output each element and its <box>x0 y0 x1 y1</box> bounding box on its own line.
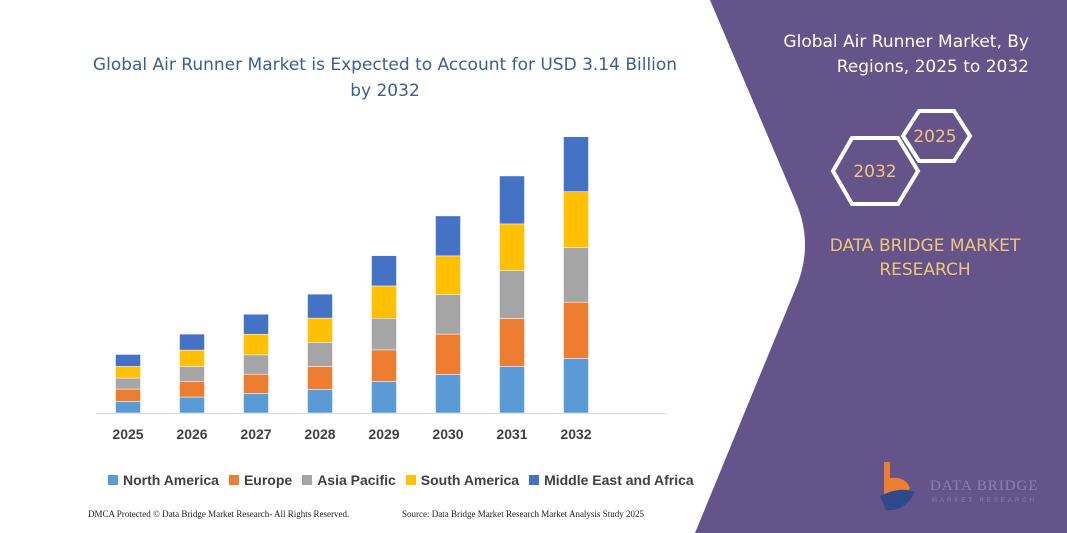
legend-item-asia-pacific: Asia Pacific <box>302 472 396 488</box>
chart-legend: North America Europe Asia Pacific South … <box>108 472 694 488</box>
x-tick-label: 2027 <box>240 426 271 442</box>
bar-segment-asia-pacific-2030 <box>435 294 461 335</box>
bar-segment-north-america-2025 <box>115 401 141 414</box>
legend-swatch <box>302 475 313 485</box>
bar-segment-north-america-2027 <box>243 393 269 414</box>
bar-segment-south-america-2029 <box>371 285 397 319</box>
legend-label: Middle East and Africa <box>544 472 694 488</box>
legend-swatch <box>228 475 239 485</box>
side-panel-background <box>695 0 1067 533</box>
legend-item-europe: Europe <box>228 472 293 488</box>
bar-segment-europe-2025 <box>115 388 141 402</box>
bar-segment-south-america-2030 <box>435 255 461 295</box>
bar-segment-middle-east-and-africa-2032 <box>563 136 589 192</box>
bar-segment-asia-pacific-2031 <box>499 270 525 319</box>
bar-segment-north-america-2028 <box>307 389 333 414</box>
bar-segment-asia-pacific-2028 <box>307 342 333 367</box>
copyright-notice: DMCA Protected © Data Bridge Market Rese… <box>88 509 350 519</box>
logo-mark-icon <box>884 462 910 499</box>
hexagon-2032: 2032 <box>830 136 921 206</box>
x-tick-label: 2031 <box>496 426 527 442</box>
source-note: Source: Data Bridge Market Research Mark… <box>402 509 644 519</box>
hex-2032-label: 2032 <box>853 162 896 182</box>
x-tick-label: 2026 <box>176 426 207 442</box>
legend-swatch <box>405 475 416 485</box>
legend-swatch <box>529 475 540 485</box>
legend-item-middle-east-africa: Middle East and Africa <box>529 472 694 488</box>
logo: DATA BRIDGE MARKET RESEARCH <box>880 462 1039 511</box>
bar-segment-middle-east-and-africa-2029 <box>371 255 397 287</box>
bar-segment-middle-east-and-africa-2026 <box>179 333 205 351</box>
legend-item-south-america: South America <box>405 472 520 488</box>
bar-segment-asia-pacific-2025 <box>115 377 141 390</box>
bar-segment-south-america-2025 <box>115 366 141 379</box>
chart-title: Global Air Runner Market is Expected to … <box>92 55 678 101</box>
bar-segment-asia-pacific-2027 <box>243 354 269 375</box>
bar-segment-middle-east-and-africa-2028 <box>307 293 333 319</box>
bar-segment-europe-2031 <box>499 318 525 367</box>
bar-segment-north-america-2026 <box>179 396 205 414</box>
hexagon-2025: 2025 <box>900 109 973 163</box>
bar-segment-europe-2029 <box>371 349 397 382</box>
bar-segment-south-america-2027 <box>243 333 269 356</box>
bar-segment-south-america-2032 <box>563 191 589 248</box>
bar-segment-europe-2028 <box>307 366 333 390</box>
brand-name: DATA BRIDGE MARKET RESEARCH <box>829 236 1021 280</box>
stacked-bar-chart: 2025 2026 2027 2028 2029 2030 2031 2032 <box>96 136 666 442</box>
legend-swatch <box>108 475 118 485</box>
bar-segment-europe-2030 <box>435 333 461 375</box>
hex-2025-label: 2025 <box>913 127 956 147</box>
bar-segment-south-america-2031 <box>499 223 525 271</box>
bar-segment-europe-2026 <box>179 381 205 398</box>
bar-segment-north-america-2031 <box>499 366 525 414</box>
legend-label: Europe <box>243 472 293 488</box>
bar-segment-europe-2032 <box>563 301 589 359</box>
bar-segment-south-america-2026 <box>179 349 205 367</box>
x-tick-label: 2029 <box>368 426 399 442</box>
side-panel-title: Global Air Runner Market, By Regions, 20… <box>783 32 1029 77</box>
bar-segment-asia-pacific-2026 <box>179 366 205 382</box>
bar-segment-middle-east-and-africa-2031 <box>499 175 525 225</box>
bar-segment-north-america-2029 <box>371 381 397 414</box>
legend-label: South America <box>420 472 520 488</box>
legend-item-north-america: North America <box>108 472 219 488</box>
bar-segment-north-america-2032 <box>563 358 589 414</box>
x-tick-label: 2025 <box>112 426 143 442</box>
x-tick-label: 2032 <box>560 426 591 442</box>
legend-label: Asia Pacific <box>317 472 396 488</box>
bar-segment-south-america-2028 <box>307 317 333 343</box>
bar-segment-middle-east-and-africa-2027 <box>243 313 269 335</box>
svg-text:DATA BRIDGE: DATA BRIDGE <box>930 478 1039 494</box>
bar-segment-asia-pacific-2029 <box>371 318 397 351</box>
x-tick-label: 2028 <box>304 426 335 442</box>
svg-text:MARKET RESEARCH: MARKET RESEARCH <box>932 498 1037 504</box>
x-tick-label: 2030 <box>432 426 463 442</box>
bar-segment-middle-east-and-africa-2025 <box>115 354 141 367</box>
bar-segment-middle-east-and-africa-2030 <box>435 215 461 257</box>
bar-segment-europe-2027 <box>243 373 269 394</box>
legend-label: North America <box>123 472 219 488</box>
bar-segment-asia-pacific-2032 <box>563 247 589 303</box>
bar-segment-north-america-2030 <box>435 374 461 414</box>
